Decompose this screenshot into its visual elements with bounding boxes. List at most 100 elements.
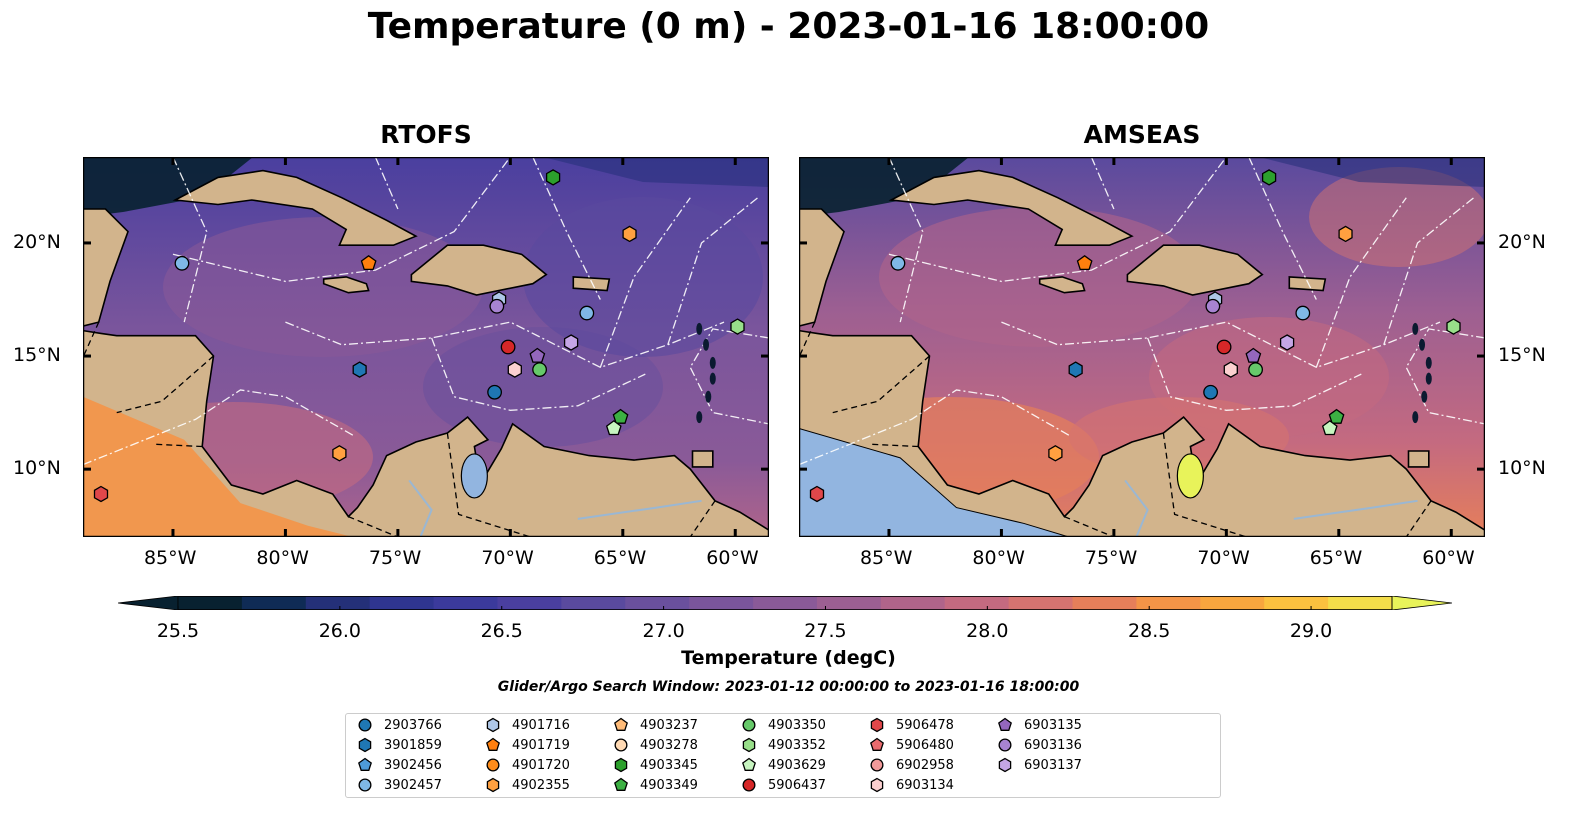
sst-feature [423,327,663,447]
legend-marker-hexagon-icon [870,717,884,733]
legend-item: 4903237 [612,716,698,734]
legend-marker-circle-icon [742,718,756,732]
lon-tick-label: 65°W [593,547,647,569]
legend-marker [486,737,500,751]
eez-boundary [532,157,601,300]
sst-feature [1309,167,1485,267]
legend-label: 4903349 [640,777,698,793]
land-trinidad [691,450,714,468]
lat-tick-label: 10°N [1498,457,1546,480]
float-marker-6903137 [1279,334,1295,351]
legend-label: 6903135 [1024,717,1082,733]
legend-marker [358,718,372,732]
legend-marker [742,718,756,732]
legend-label: 4903352 [768,737,826,753]
float-marker-2903766 [487,384,503,400]
float-marker-6903134 [1223,361,1238,378]
eez-boundary [1147,337,1362,411]
land-puertorico [572,276,611,292]
country-border [1405,500,1432,537]
legend-label: 6903137 [1024,757,1082,773]
legend-label: 4901720 [512,757,570,773]
float-marker-4903352 [730,318,745,335]
float-marker-4901719 [1076,254,1093,271]
panel-title-rtofs: RTOFS [380,120,472,149]
legend-item: 6903134 [868,776,954,794]
float-marker-5906437 [500,339,516,355]
country-border [446,432,533,537]
float-marker-4903349 [612,408,629,424]
eez-boundary [799,389,1070,466]
lesser-antilles-island [1421,390,1428,403]
legend-item: 6903135 [996,716,1082,734]
legend-item: 4901720 [484,756,570,774]
lon-tick-label: 85°W [859,547,913,569]
legend-label: 5906480 [896,737,954,753]
float-marker-5906437 [1216,339,1232,355]
eez-boundary [667,197,759,345]
lon-tick-label: 80°W [256,547,309,569]
colorbar [117,595,1453,611]
legend-label: 4901716 [512,717,570,733]
lat-tick-label: 15°N [13,344,61,367]
lon-tick-label: 70°W [1197,547,1250,569]
legend-item: 5906437 [740,776,826,794]
legend-marker-circle-icon [742,778,756,792]
eez-boundary [888,157,1227,283]
river [577,499,702,520]
legend-marker [614,757,628,773]
eez-boundary [172,157,511,283]
legend-marker-pentagon-icon [614,717,628,731]
country-border [116,355,214,414]
lesser-antilles-island [696,411,703,424]
legend-marker-circle-icon [358,778,372,792]
lon-tick-label: 85°W [143,547,197,569]
float-marker-2903766 [1203,384,1219,400]
legend-marker-hexagon-icon [358,737,372,753]
colorbar-tick-label: 29.0 [1289,620,1333,642]
float-marker-4903345 [545,169,561,186]
legend-item: 6902958 [868,756,954,774]
legend-item: 4901719 [484,736,570,754]
eez-boundary [1248,157,1317,300]
float-marker-4903345 [1261,169,1277,186]
country-border [154,443,203,448]
eez-boundary [83,389,354,466]
colorbar-label: Temperature (degC) [681,647,896,669]
legend-item: 6903136 [996,736,1082,754]
legend-label: 4903350 [768,717,826,733]
lat-tick-label: 15°N [1498,344,1546,367]
land-hispaniola [1126,244,1264,296]
legend-marker [486,777,500,793]
search-window-text: Glider/Argo Search Window: 2023-01-12 00… [497,679,1080,695]
lesser-antilles-island [1412,411,1419,424]
legend-marker [614,717,628,731]
map-rtofs [83,157,769,537]
legend-label: 4903237 [640,717,698,733]
legend-label: 6903134 [896,777,954,793]
legend-label: 6902958 [896,757,954,773]
legend-label: 6903136 [1024,737,1082,753]
eez-boundary [689,328,769,425]
legend-marker-pentagon-icon [742,757,756,771]
legend-item: 4903345 [612,756,698,774]
legend-marker [486,758,500,772]
land-jamaica [1038,276,1086,294]
lon-tick-label: 80°W [972,547,1025,569]
lon-tick-label: 70°W [481,547,534,569]
lesser-antilles-island [709,372,716,385]
legend-item: 5906480 [868,736,954,754]
land-hispaniola [410,244,548,296]
legend-item: 4903629 [740,756,826,774]
land-trinidad [1407,450,1430,468]
pacific-ocean [83,396,353,537]
map-panel-amseas [799,157,1485,537]
legend-label: 5906478 [896,717,954,733]
country-border [83,321,100,359]
legend-item: 4903278 [612,736,698,754]
legend-marker [742,757,756,771]
lesser-antilles-island [705,390,712,403]
eez-boundary [1383,197,1475,345]
colorbar-tick-label: 25.5 [156,620,200,642]
land-cuba [888,169,1134,246]
